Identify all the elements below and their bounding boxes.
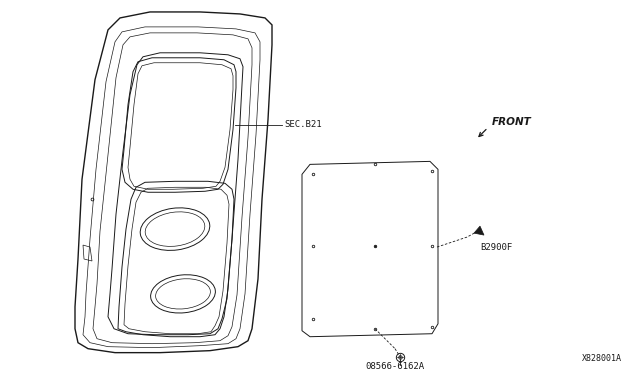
Text: FRONT: FRONT: [492, 116, 532, 126]
Text: SEC.B21: SEC.B21: [284, 120, 322, 129]
Polygon shape: [474, 226, 484, 235]
Text: 08566-6162A: 08566-6162A: [365, 362, 424, 371]
Text: X828001A: X828001A: [582, 354, 622, 363]
Text: B2900F: B2900F: [480, 243, 512, 251]
